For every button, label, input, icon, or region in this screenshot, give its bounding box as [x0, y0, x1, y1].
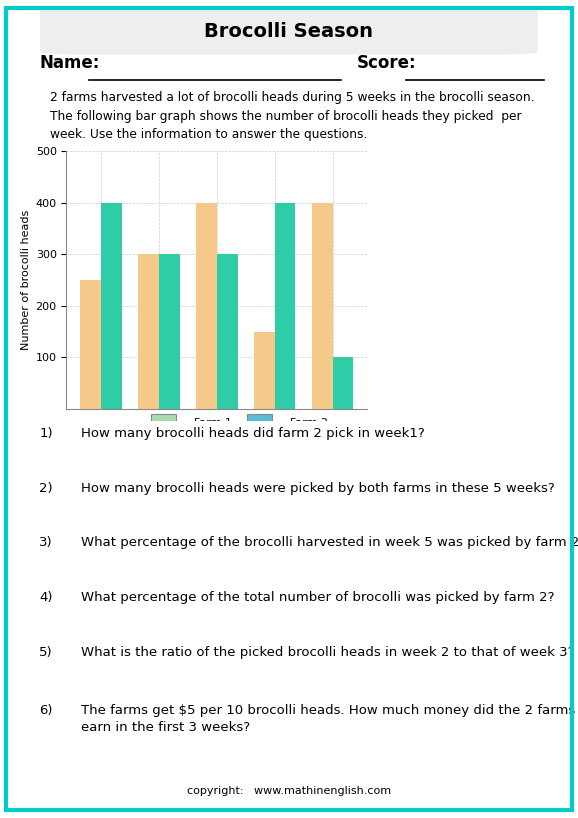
Text: The farms get $5 per 10 brocolli heads. How much money did the 2 farms
earn in t: The farms get $5 per 10 brocolli heads. …	[81, 703, 575, 734]
Text: = Farm 2: = Farm 2	[277, 418, 328, 428]
Text: How many brocolli heads did farm 2 pick in week1?: How many brocolli heads did farm 2 pick …	[81, 427, 425, 440]
Bar	[275, 203, 295, 409]
Bar	[312, 203, 332, 409]
Text: What percentage of the brocolli harvested in week 5 was picked by farm 2?: What percentage of the brocolli harveste…	[81, 536, 578, 549]
Text: Score:: Score:	[357, 53, 416, 72]
Bar	[247, 414, 272, 432]
Text: How many brocolli heads were picked by both farms in these 5 weeks?: How many brocolli heads were picked by b…	[81, 482, 555, 495]
Text: 4): 4)	[39, 591, 53, 604]
Bar	[101, 203, 122, 409]
Text: 6): 6)	[39, 703, 53, 717]
Bar	[151, 414, 176, 432]
Text: copyright:   www.mathinenglish.com: copyright: www.mathinenglish.com	[187, 786, 391, 796]
Y-axis label: Number of brocolli heads: Number of brocolli heads	[21, 210, 31, 350]
Bar	[138, 254, 159, 409]
Text: 5): 5)	[39, 645, 53, 658]
FancyBboxPatch shape	[41, 8, 537, 54]
Text: 3): 3)	[39, 536, 53, 549]
Text: Brocolli Season: Brocolli Season	[205, 21, 373, 41]
Bar	[254, 332, 275, 409]
Bar	[217, 254, 238, 409]
Text: What percentage of the total number of brocolli was picked by farm 2?: What percentage of the total number of b…	[81, 591, 554, 604]
Text: 2 farms harvested a lot of brocolli heads during 5 weeks in the brocolli season.: 2 farms harvested a lot of brocolli head…	[50, 91, 534, 141]
Text: = Farm 1: = Farm 1	[181, 418, 232, 428]
Text: What is the ratio of the picked brocolli heads in week 2 to that of week 3?: What is the ratio of the picked brocolli…	[81, 645, 575, 658]
Text: 1): 1)	[39, 427, 53, 440]
Bar	[80, 280, 101, 409]
Bar	[332, 357, 353, 409]
Text: Name:: Name:	[39, 53, 99, 72]
Bar	[159, 254, 180, 409]
Bar	[196, 203, 217, 409]
Text: 2): 2)	[39, 482, 53, 495]
